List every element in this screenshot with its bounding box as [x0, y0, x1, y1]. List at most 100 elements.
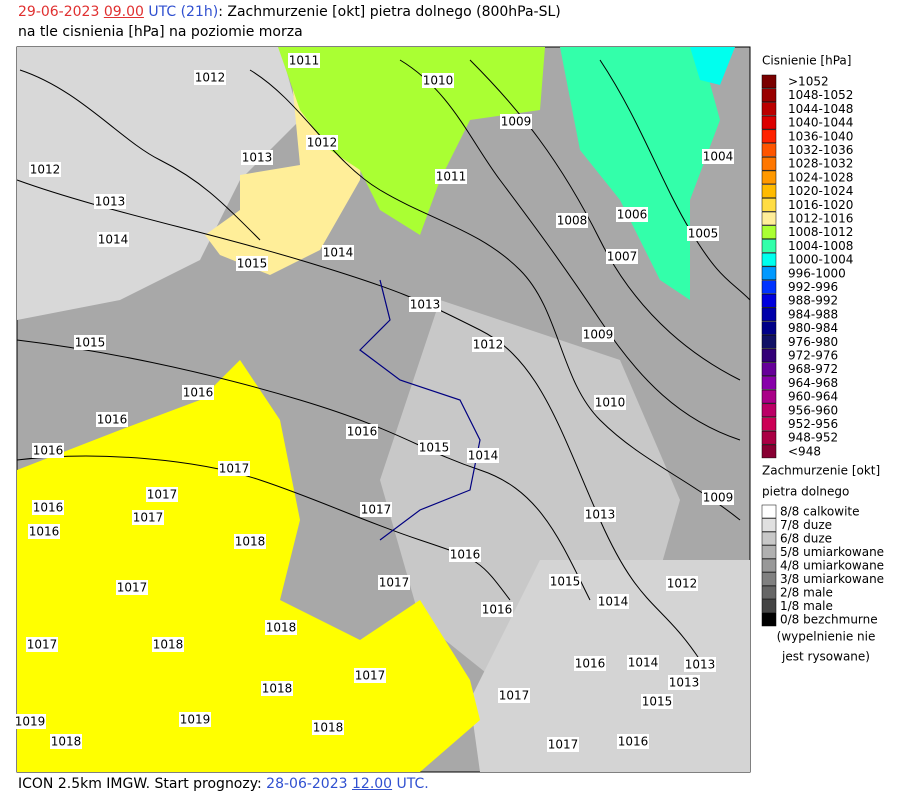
isobar-label-box: [152, 637, 184, 652]
isobar-label-box: [306, 135, 338, 150]
isobar-label-text: 1016: [33, 501, 64, 515]
legend-label: 1016-1020: [788, 198, 853, 212]
isobar-label-box: [312, 720, 344, 735]
isobar-label-box: [378, 575, 410, 590]
isobar-label-box: [481, 602, 513, 617]
isobar-label-text: 1006: [617, 208, 648, 222]
cloud-field: [17, 47, 300, 320]
legend-swatch: [761, 198, 777, 212]
legend-label: 1020-1024: [788, 184, 853, 198]
legend-swatch: [761, 280, 777, 294]
isobar-label-text: 1016: [347, 425, 378, 439]
legend-swatch: [761, 170, 777, 185]
isobar-label-box: [354, 668, 386, 683]
isobar-label: 1011: [288, 53, 320, 68]
isobar-label-text: 1013: [685, 658, 716, 672]
legend-swatch: [761, 376, 777, 390]
legend-label: 1036-1040: [788, 129, 853, 143]
legend-swatch: [761, 321, 777, 335]
isobar-label-box: [97, 232, 129, 247]
legend-label: 1044-1048: [788, 102, 853, 116]
isobar-label: 1016: [346, 424, 378, 439]
isobar-label: 1005: [687, 226, 719, 241]
isobar-label-text: 1016: [97, 413, 128, 427]
isobar-label: 1013: [94, 194, 126, 209]
legend-swatch: [761, 115, 777, 130]
isobar-label-box: [182, 385, 214, 400]
isobar-label-box: [28, 524, 60, 539]
legend-swatch: [761, 252, 777, 267]
isobar-label: 1016: [96, 412, 128, 427]
isobar-label-text: 1017: [147, 488, 178, 502]
legend-note: (wypelnienie nie: [777, 630, 876, 644]
isobar-label-box: [94, 194, 126, 209]
isobar-label: 1004: [702, 149, 734, 164]
isobar-label: 1012: [666, 576, 698, 591]
isobar-label-text: 1014: [323, 246, 354, 260]
legend-label: 1040-1044: [788, 116, 853, 130]
isobar-label: 1017: [378, 575, 410, 590]
legend-swatch: [761, 403, 777, 418]
legend-label: 1032-1036: [788, 143, 853, 157]
forecast-time: 09.00: [103, 4, 144, 20]
lead-time: (21h): [180, 4, 219, 20]
timezone: UTC: [148, 4, 177, 20]
isobar-label-box: [556, 213, 588, 228]
isobar-label-box: [594, 395, 626, 410]
isobar-label-text: 1014: [468, 449, 499, 463]
isobar-label: 1017: [26, 637, 58, 652]
isobar-label-box: [597, 594, 629, 609]
isobar-label: 1016: [32, 443, 64, 458]
isobar-label: 1016: [28, 524, 60, 539]
isobar-label: 1017: [547, 737, 579, 752]
isobar-label-box: [261, 681, 293, 696]
legend-label: 0/8 bezchmurne: [780, 613, 878, 627]
isobar-label-box: [467, 448, 499, 463]
isobar-label: 1017: [498, 688, 530, 703]
legend-label: 1004-1008: [788, 239, 853, 253]
legend-label: 5/8 umiarkowane: [780, 545, 884, 559]
isobar-label: 1011: [435, 169, 467, 184]
isobar-label-box: [582, 327, 614, 342]
isobar-label-box: [498, 688, 530, 703]
legend-label: 1012-1016: [788, 212, 853, 226]
legend-label: 1048-1052: [788, 88, 853, 102]
isobar-label-text: 1008: [557, 214, 588, 228]
legend-swatch: [761, 307, 777, 322]
isobar-label: 1012: [29, 162, 61, 177]
isobar-label-text: 1012: [667, 577, 698, 591]
isobar-label-text: 1016: [618, 735, 649, 749]
pressure-1004-area: [560, 47, 720, 300]
legend-swatch: [761, 156, 777, 171]
legend-label: 992-996: [788, 280, 838, 294]
isobar-label: 1016: [449, 547, 481, 562]
isobar-label: 1012: [194, 70, 226, 85]
isobar-label-box: [234, 534, 266, 549]
isobar-label: 1013: [684, 657, 716, 672]
legend-swatch: [761, 558, 777, 573]
isobar-label-text: 1012: [30, 163, 61, 177]
isobar-label-box: [617, 734, 649, 749]
isobar-label-box: [472, 337, 504, 352]
isobar-label: 1014: [627, 655, 659, 670]
isobar-label-text: 1013: [95, 195, 126, 209]
isobar-label: 1013: [409, 297, 441, 312]
isobar-label-box: [32, 443, 64, 458]
isobar-label: 1016: [182, 385, 214, 400]
subtitle: na tle cisnienia [hPa] na poziomie morza: [18, 24, 303, 40]
isobar-label-box: [547, 737, 579, 752]
legend-label: 960-964: [788, 390, 838, 404]
legend-swatch: [761, 225, 777, 239]
isobar-label-box: [409, 297, 441, 312]
isobar-label-box: [702, 490, 734, 505]
isobar-label-text: 1018: [313, 721, 344, 735]
legend-swatch: [761, 444, 777, 459]
isobar-label-box: [666, 576, 698, 591]
isobar-label: 1017: [146, 487, 178, 502]
isobar-label-box: [116, 580, 148, 595]
isobar-label-text: 1007: [607, 250, 638, 264]
legend-label: <948: [788, 444, 821, 458]
legend-swatch: [761, 129, 777, 144]
isobar-label-text: 1016: [450, 548, 481, 562]
isobar-label-box: [26, 637, 58, 652]
